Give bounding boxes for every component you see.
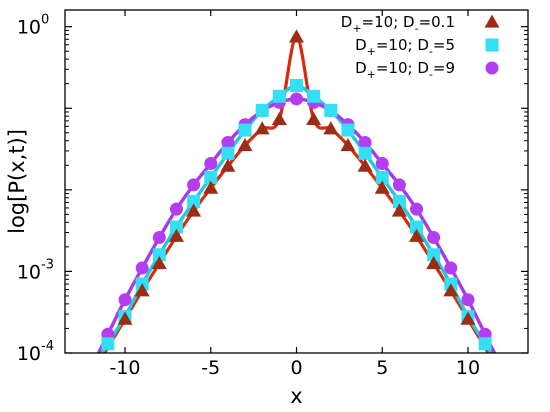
data-point-s2-14 [341, 123, 355, 137]
data-point-s2-13 [324, 103, 338, 117]
x-axis: -10 -5 0 5 10 [109, 10, 480, 379]
data-point-s2-12 [307, 89, 321, 103]
data-point-s3-19 [427, 231, 441, 245]
y-tick-label: 10 [17, 261, 41, 283]
y-tick-exponent: -3 [41, 257, 54, 272]
data-point-s2-18 [410, 220, 424, 234]
series-line-3 [96, 97, 497, 353]
legend-label-2: D+=10; D-=5 [355, 36, 455, 58]
data-point-s2-19 [427, 248, 441, 262]
data-point-s3-17 [392, 178, 406, 192]
x-axis-label: x [290, 384, 302, 408]
data-point-s2-10 [272, 89, 286, 103]
y-tick-label: 10 [17, 343, 41, 365]
data-point-s1-3 [168, 228, 184, 242]
data-point-s3-16 [375, 157, 389, 171]
legend-marker-1 [484, 14, 500, 28]
data-point-s1-16 [391, 203, 407, 217]
data-point-s1-1 [134, 283, 150, 297]
data-point-s2-17 [392, 194, 406, 208]
legend: D+=10; D-=0.1D+=10; D-=5D+=10; D-=9 [341, 13, 500, 81]
data-point-s1-8 [254, 121, 270, 135]
data-point-s1-19 [443, 283, 459, 297]
y-tick-exponent: 0 [41, 13, 49, 28]
data-point-s2-9 [255, 103, 269, 117]
data-point-s3-21 [461, 293, 475, 307]
x-tick-label: -5 [201, 357, 220, 379]
data-point-s3-6 [204, 157, 218, 171]
data-point-s3-18 [410, 202, 424, 216]
data-point-s3-3 [152, 231, 166, 245]
data-markers [101, 29, 492, 351]
data-point-s2-8 [238, 123, 252, 137]
data-point-s3-1 [118, 293, 132, 307]
data-point-s1-2 [151, 256, 167, 270]
data-point-s1-15 [374, 180, 390, 194]
legend-label-3: D+=10; D-=9 [355, 59, 455, 81]
data-point-s1-12 [323, 121, 339, 135]
y-tick-exponent: -4 [41, 339, 54, 354]
data-point-s2-22 [478, 337, 492, 351]
data-point-s1-14 [357, 158, 373, 172]
data-point-s2-3 [152, 248, 166, 262]
data-point-s1-0 [117, 311, 133, 325]
legend-marker-2 [485, 38, 499, 52]
legend-marker-3 [485, 61, 499, 75]
data-point-s3-20 [444, 261, 458, 275]
data-point-s1-20 [460, 311, 476, 325]
x-tick-label: 10 [456, 357, 480, 379]
data-point-s3-2 [135, 261, 149, 275]
series-line-2 [99, 83, 494, 353]
data-point-s1-6 [220, 158, 236, 172]
legend-label-1: D+=10; D-=0.1 [341, 13, 455, 35]
y-axis: 10 010 -310 -4 [17, 13, 528, 365]
x-tick-label: 0 [290, 357, 302, 379]
data-point-s1-7 [237, 137, 253, 152]
data-point-s3-15 [358, 136, 372, 150]
x-tick-label: -10 [109, 357, 140, 379]
data-point-s2-7 [221, 146, 235, 160]
data-point-s1-13 [340, 137, 356, 152]
data-point-s2-16 [375, 170, 389, 184]
data-point-s2-0 [101, 337, 115, 351]
data-point-s2-15 [358, 146, 372, 160]
y-tick-label: 10 [17, 17, 41, 39]
data-point-s3-5 [187, 178, 201, 192]
data-point-s1-17 [409, 228, 425, 242]
data-point-s1-11 [306, 111, 322, 126]
data-point-s3-7 [221, 136, 235, 150]
data-point-s3-11 [290, 92, 303, 106]
data-point-s2-11 [290, 78, 303, 92]
data-point-s3-4 [169, 202, 183, 216]
data-point-s1-18 [426, 256, 442, 270]
x-tick-label: 5 [376, 357, 388, 379]
data-point-s1-4 [186, 203, 202, 217]
data-point-s2-6 [204, 170, 218, 184]
data-point-s1-10 [289, 29, 304, 43]
y-axis-label: log[P(x,t)] [5, 129, 29, 234]
data-point-s2-4 [169, 220, 183, 234]
data-point-s1-5 [203, 180, 219, 194]
data-point-s2-5 [187, 194, 201, 208]
data-point-s1-9 [271, 111, 287, 126]
